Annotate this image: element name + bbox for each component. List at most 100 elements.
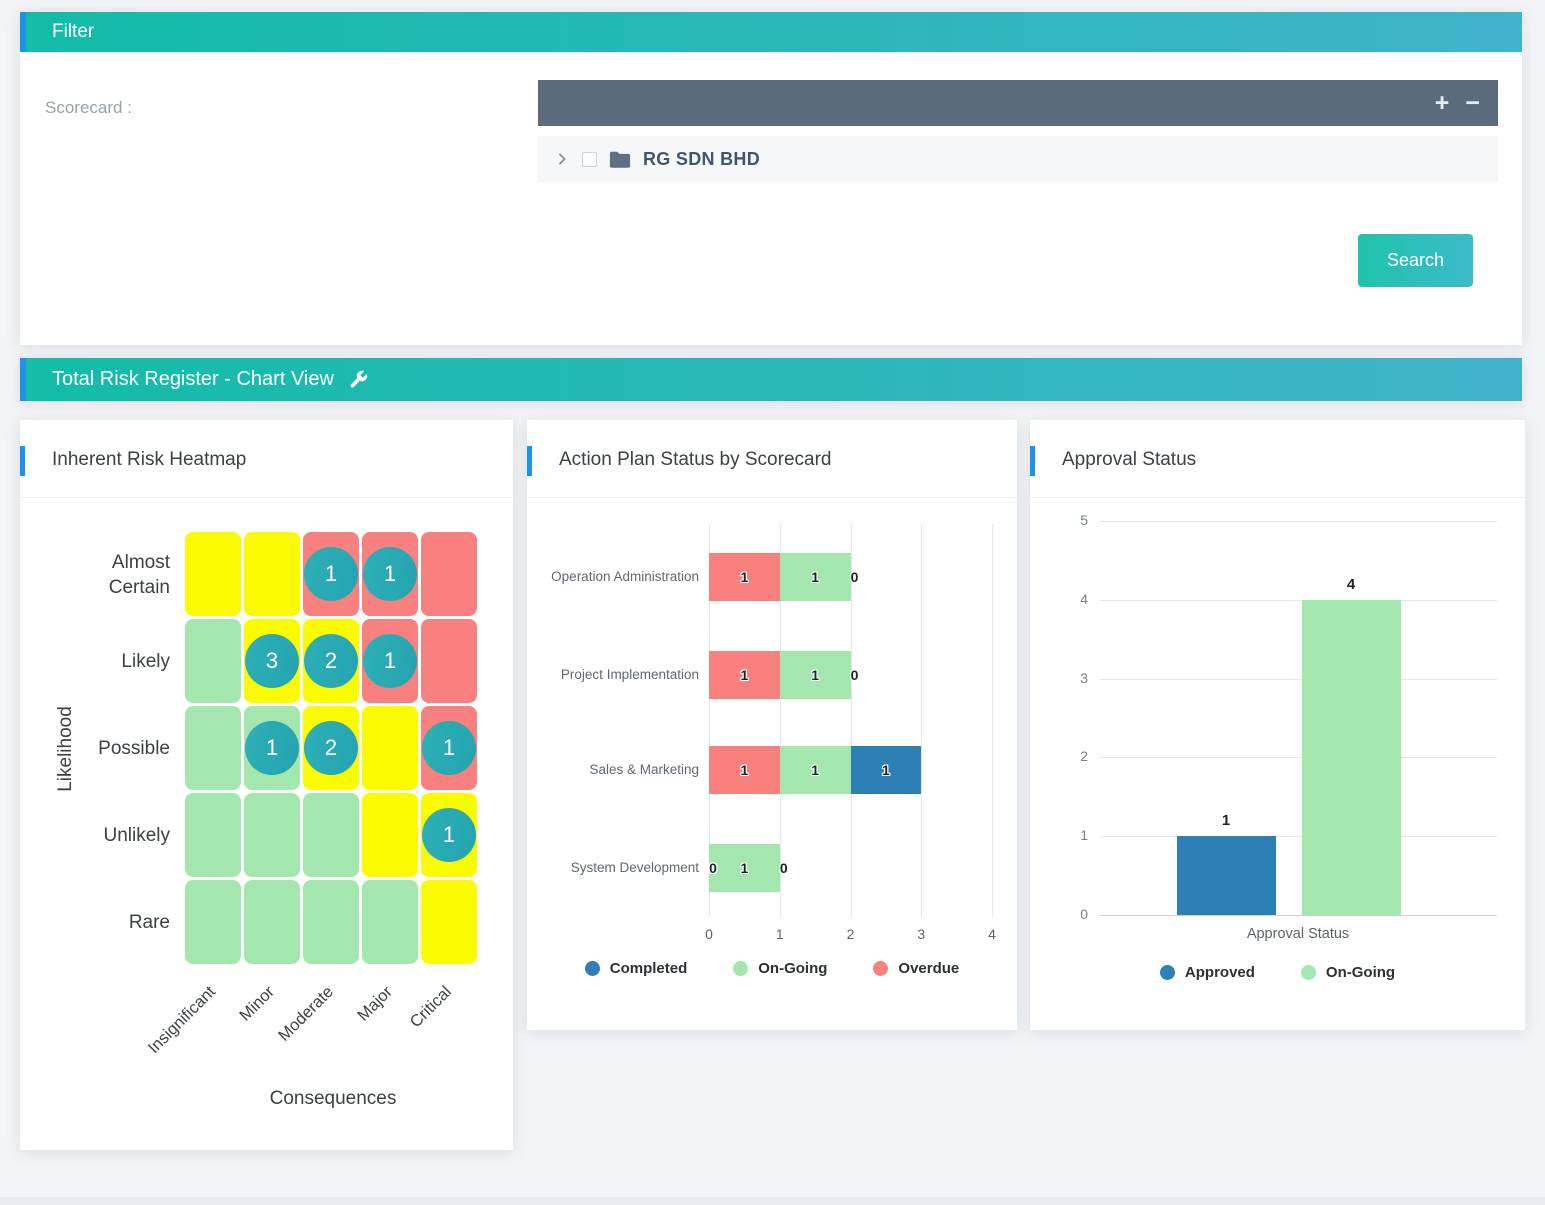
bar-value-label: 1 <box>1221 812 1231 830</box>
gridline-y-0 <box>1100 915 1497 916</box>
bar-system-development-on-going <box>709 844 780 892</box>
action-plan-chart: 0 1 2 3 4 Operation Administration Project Imp… <box>527 420 1017 1030</box>
tree-node-checkbox[interactable] <box>582 151 597 167</box>
legend-label-approved: Approved <box>1184 964 1255 981</box>
panel-accent <box>527 446 532 476</box>
gridline-x-3 <box>921 524 923 917</box>
category-label-operation-administration: Operation Administration <box>551 568 699 584</box>
panel-divider <box>527 497 1017 498</box>
heatmap-cell-possible-moderate: 2 <box>303 706 359 790</box>
scorecard-label: Scorecard : <box>45 98 132 117</box>
heatmap-cell-possible-major <box>362 706 418 790</box>
heatmap-cell-likely-insignificant <box>185 619 241 703</box>
heatmap-row-label-text: Rare <box>128 912 170 934</box>
legend-item-on-going[interactable]: On-Going <box>1300 964 1395 981</box>
gridline-y-3 <box>1100 678 1497 680</box>
heatmap-cell-unlikely-critical: 1 <box>421 793 477 877</box>
bar-value-label: 1 <box>740 667 749 683</box>
x-tick-1: 1 <box>775 926 784 942</box>
wrench-settings-icon[interactable] <box>348 369 369 390</box>
approval-x-axis-title: Approval Status <box>1246 926 1350 942</box>
search-button[interactable]: Search <box>1358 234 1473 287</box>
heatmap-row-label-unlikely: Unlikely <box>20 793 170 880</box>
heatmap-row-label-text: Almost Certain <box>108 551 170 598</box>
section-title: Total Risk Register - Chart View <box>52 368 334 390</box>
risk-count-badge: 1 <box>363 634 417 688</box>
tree-toolbar: + − <box>538 80 1498 126</box>
page-edge <box>0 1197 1545 1205</box>
heatmap-cell-rare-moderate <box>303 880 359 964</box>
legend-dot-approved <box>1159 965 1175 980</box>
legend-label-completed: Completed <box>609 960 688 977</box>
folder-icon <box>609 150 631 169</box>
x-tick-4: 4 <box>988 926 996 942</box>
legend-dot-overdue <box>873 961 889 976</box>
heatmap-cell-likely-minor: 3 <box>244 619 300 703</box>
heatmap-cell-almost-certain-major: 1 <box>362 532 418 616</box>
gridline-y-1 <box>1100 836 1497 838</box>
risk-count-badge: 1 <box>245 721 299 775</box>
gridline-y-5 <box>1100 521 1497 522</box>
filter-panel-header: Filter <box>20 12 1522 52</box>
heatmap-cell-possible-insignificant <box>185 706 241 790</box>
action-plan-panel-title: Action Plan Status by Scorecard <box>559 449 832 470</box>
legend-item-overdue[interactable]: Overdue <box>873 960 959 977</box>
heatmap-cell-possible-minor: 1 <box>244 706 300 790</box>
tree-node-row[interactable]: RG SDN BHD <box>538 136 1498 182</box>
risk-count-badge: 1 <box>304 547 358 601</box>
heatmap-cell-unlikely-moderate <box>303 793 359 877</box>
category-label-project-implementation: Project Implementation <box>560 666 699 682</box>
heatmap-col-label-insignificant: Insignificant <box>144 982 220 1058</box>
approval-panel-title: Approval Status <box>1062 449 1197 470</box>
bar-value-label: 0 <box>779 860 788 876</box>
y-tick-1: 1 <box>1080 827 1088 844</box>
risk-count-badge: 1 <box>422 808 476 862</box>
filter-panel: Filter Scorecard : + − RG SDN BHD Search <box>20 12 1522 345</box>
legend-item-on-going[interactable]: On-Going <box>733 960 827 977</box>
legend-label-overdue: Overdue <box>898 960 960 977</box>
action-plan-legend: Completed On-Going Overdue <box>527 960 1017 977</box>
expand-all-icon[interactable]: + <box>1434 88 1450 117</box>
heatmap-x-axis-title: Consequences <box>269 1088 397 1109</box>
category-label-sales-marketing: Sales & Marketing <box>589 761 699 777</box>
approval-status-panel: Approval Status 0 1 2 3 4 5 1 4 Approval Status… <box>1030 420 1525 1030</box>
heatmap-row-label-likely: Likely <box>20 619 170 706</box>
heatmap-cell-possible-critical: 1 <box>421 706 477 790</box>
legend-dot-on-going <box>1300 965 1316 980</box>
legend-item-approved[interactable]: Approved <box>1159 964 1255 981</box>
heatmap-cell-rare-major <box>362 880 418 964</box>
heatmap-row-label-rare: Rare <box>20 880 170 967</box>
gridline-y-4 <box>1100 599 1497 601</box>
approval-legend: Approved On-Going <box>1030 964 1525 981</box>
heatmap-panel: Inherent Risk Heatmap Likelihood Almost … <box>20 420 513 1150</box>
risk-count-badge: 2 <box>304 721 358 775</box>
chevron-right-icon[interactable] <box>554 151 570 167</box>
bar-sales-marketing-on-going <box>779 746 851 794</box>
category-label-system-development: System Development <box>570 859 699 875</box>
heatmap-cell-unlikely-major <box>362 793 418 877</box>
heatmap-cell-rare-minor <box>244 880 300 964</box>
legend-dot-completed <box>584 961 600 976</box>
heatmap-row-label-text: Likely <box>121 651 170 673</box>
bar-value-label: 0 <box>709 860 717 876</box>
heatmap-cell-unlikely-minor <box>244 793 300 877</box>
bar-on-going <box>1301 599 1401 915</box>
bar-value-label: 4 <box>1346 575 1356 593</box>
scorecard-tree: + − RG SDN BHD <box>538 80 1498 182</box>
tree-node-label[interactable]: RG SDN BHD <box>643 148 761 169</box>
x-tick-3: 3 <box>917 926 926 942</box>
y-tick-2: 2 <box>1080 748 1088 765</box>
collapse-all-icon[interactable]: − <box>1465 88 1480 117</box>
panel-divider <box>20 497 513 498</box>
bar-sales-marketing-completed <box>850 746 922 794</box>
bar-project-implementation-overdue <box>709 651 780 699</box>
heatmap-cell-almost-certain-minor <box>244 532 300 616</box>
legend-item-completed[interactable]: Completed <box>584 960 688 977</box>
x-tick-0: 0 <box>705 926 713 942</box>
heatmap-cell-almost-certain-insignificant <box>185 532 241 616</box>
bar-value-label: 1 <box>740 860 749 876</box>
heatmap-cell-almost-certain-critical <box>421 532 477 616</box>
risk-count-badge: 1 <box>422 721 476 775</box>
action-plan-panel: Action Plan Status by Scorecard 0 1 2 3 4 Ope… <box>527 420 1017 1030</box>
